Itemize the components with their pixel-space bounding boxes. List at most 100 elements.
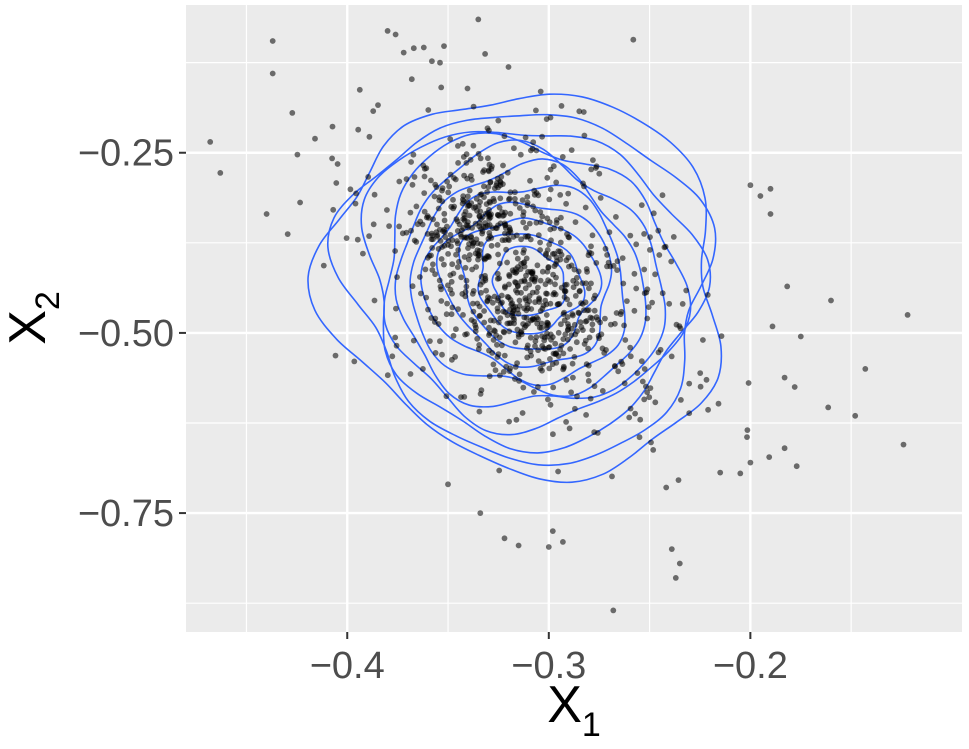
scatter-point bbox=[570, 312, 576, 319]
scatter-point bbox=[429, 245, 436, 251]
scatter-point bbox=[485, 155, 491, 162]
scatter-point bbox=[549, 251, 556, 257]
scatter-point bbox=[297, 199, 303, 206]
scatter-point bbox=[481, 167, 487, 174]
scatter-point bbox=[371, 191, 378, 198]
scatter-point bbox=[470, 142, 477, 149]
scatter-point bbox=[683, 287, 690, 294]
scatter-point bbox=[516, 205, 523, 211]
scatter-point bbox=[545, 264, 552, 271]
scatter-point bbox=[553, 220, 560, 226]
scatter-point bbox=[518, 289, 524, 296]
scatter-point bbox=[432, 350, 439, 356]
scatter-point bbox=[507, 365, 514, 372]
scatter-point bbox=[495, 319, 502, 326]
scatter-point bbox=[495, 117, 502, 124]
scatter-point bbox=[475, 150, 482, 157]
scatter-point bbox=[769, 323, 776, 330]
scatter-point bbox=[644, 389, 651, 396]
scatter-point bbox=[476, 212, 483, 219]
scatter-point bbox=[591, 295, 597, 302]
scatter-point bbox=[601, 350, 608, 356]
scatter-point bbox=[408, 159, 414, 165]
scatter-point bbox=[559, 154, 566, 160]
scatter-point bbox=[472, 204, 479, 210]
scatter-point bbox=[459, 140, 466, 147]
scatter-point bbox=[460, 154, 467, 160]
scatter-point bbox=[436, 194, 443, 201]
scatter-point bbox=[679, 301, 686, 307]
scatter-point bbox=[621, 322, 627, 329]
scatter-point bbox=[519, 410, 526, 416]
scatter-point bbox=[501, 352, 508, 359]
scatter-point bbox=[585, 371, 592, 378]
scatter-point bbox=[521, 314, 528, 321]
scatter-point bbox=[384, 207, 390, 213]
scatter-point bbox=[557, 225, 564, 232]
scatter-point bbox=[400, 49, 407, 56]
scatter-point bbox=[624, 298, 630, 304]
scatter-point bbox=[608, 321, 614, 328]
scatter-point bbox=[347, 186, 354, 193]
y-tick-label: −0.25 bbox=[78, 133, 174, 175]
scatter-point bbox=[586, 334, 593, 341]
scatter-point bbox=[862, 366, 869, 372]
scatter-point bbox=[555, 329, 562, 336]
scatter-point bbox=[515, 542, 522, 549]
scatter-point bbox=[442, 234, 449, 241]
scatter-point bbox=[513, 416, 520, 423]
scatter-point bbox=[579, 280, 586, 286]
scatter-point bbox=[217, 170, 224, 176]
scatter-point bbox=[454, 264, 461, 270]
scatter-point bbox=[566, 425, 573, 432]
scatter-point bbox=[438, 286, 444, 293]
scatter-point bbox=[432, 181, 439, 188]
scatter-point bbox=[523, 297, 529, 303]
scatter-points bbox=[207, 16, 911, 614]
scatter-point bbox=[423, 294, 430, 301]
scatter-point bbox=[637, 416, 644, 423]
scatter-point bbox=[605, 259, 612, 266]
scatter-point bbox=[583, 361, 590, 368]
scatter-point bbox=[533, 190, 540, 196]
scatter-point bbox=[366, 233, 372, 240]
scatter-point bbox=[522, 134, 529, 141]
scatter-point bbox=[697, 383, 704, 390]
scatter-point bbox=[581, 132, 588, 139]
scatter-point bbox=[284, 231, 291, 238]
scatter-point bbox=[560, 336, 567, 342]
scatter-point bbox=[439, 351, 445, 358]
scatter-point bbox=[626, 414, 633, 421]
scatter-point bbox=[428, 230, 435, 237]
scatter-point bbox=[643, 289, 650, 296]
scatter-point bbox=[565, 190, 572, 197]
scatter-point bbox=[505, 294, 512, 301]
scatter-point bbox=[547, 166, 554, 173]
scatter-point bbox=[649, 299, 655, 306]
scatter-point bbox=[356, 86, 363, 93]
scatter-point bbox=[470, 308, 477, 315]
x-tick-label: −0.4 bbox=[310, 645, 385, 687]
scatter-point bbox=[489, 299, 496, 306]
scatter-point bbox=[427, 338, 433, 344]
y-axis-ticks: −0.25 −0.50 −0.75 bbox=[78, 133, 186, 535]
scatter-point bbox=[506, 273, 513, 280]
scatter-point bbox=[585, 252, 592, 259]
scatter-point bbox=[512, 200, 519, 207]
scatter-point bbox=[424, 231, 431, 237]
scatter-point bbox=[527, 348, 534, 355]
scatter-point bbox=[411, 174, 418, 180]
scatter-point bbox=[602, 315, 608, 322]
scatter-point bbox=[563, 419, 569, 425]
scatter-point bbox=[633, 241, 640, 248]
scatter-point bbox=[526, 220, 533, 227]
scatter-point bbox=[580, 109, 587, 115]
scatter-point bbox=[518, 236, 524, 243]
scatter-point bbox=[458, 227, 465, 234]
scatter-point bbox=[558, 284, 565, 291]
scatter-point bbox=[550, 384, 557, 391]
scatter-point bbox=[570, 374, 576, 381]
scatter-point bbox=[394, 274, 400, 280]
density-contour-line bbox=[409, 158, 647, 398]
scatter-point bbox=[613, 310, 620, 316]
